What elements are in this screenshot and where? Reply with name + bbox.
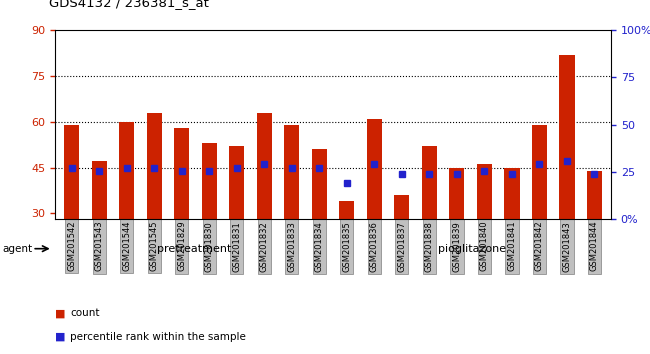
Bar xyxy=(119,122,135,219)
Text: count: count xyxy=(70,308,99,318)
Bar xyxy=(422,146,437,219)
Text: agent: agent xyxy=(2,244,32,254)
Text: ■: ■ xyxy=(55,332,66,342)
Bar xyxy=(449,167,465,219)
Bar xyxy=(284,125,300,219)
Bar xyxy=(229,146,244,219)
Bar xyxy=(504,167,519,219)
Bar xyxy=(532,125,547,219)
Text: ■: ■ xyxy=(55,308,66,318)
Bar xyxy=(312,149,327,219)
Bar xyxy=(477,165,492,219)
Text: GDS4132 / 236381_s_at: GDS4132 / 236381_s_at xyxy=(49,0,209,9)
Bar xyxy=(257,113,272,219)
Bar xyxy=(64,125,79,219)
Bar xyxy=(395,195,410,219)
Bar xyxy=(92,161,107,219)
Bar xyxy=(367,119,382,219)
Bar xyxy=(339,201,354,219)
Bar xyxy=(147,113,162,219)
Text: pretreatment: pretreatment xyxy=(157,244,231,254)
Text: pioglitazone: pioglitazone xyxy=(438,244,506,254)
Text: percentile rank within the sample: percentile rank within the sample xyxy=(70,332,246,342)
Bar xyxy=(560,55,575,219)
Bar xyxy=(587,171,602,219)
Bar xyxy=(202,143,217,219)
Bar xyxy=(174,128,189,219)
